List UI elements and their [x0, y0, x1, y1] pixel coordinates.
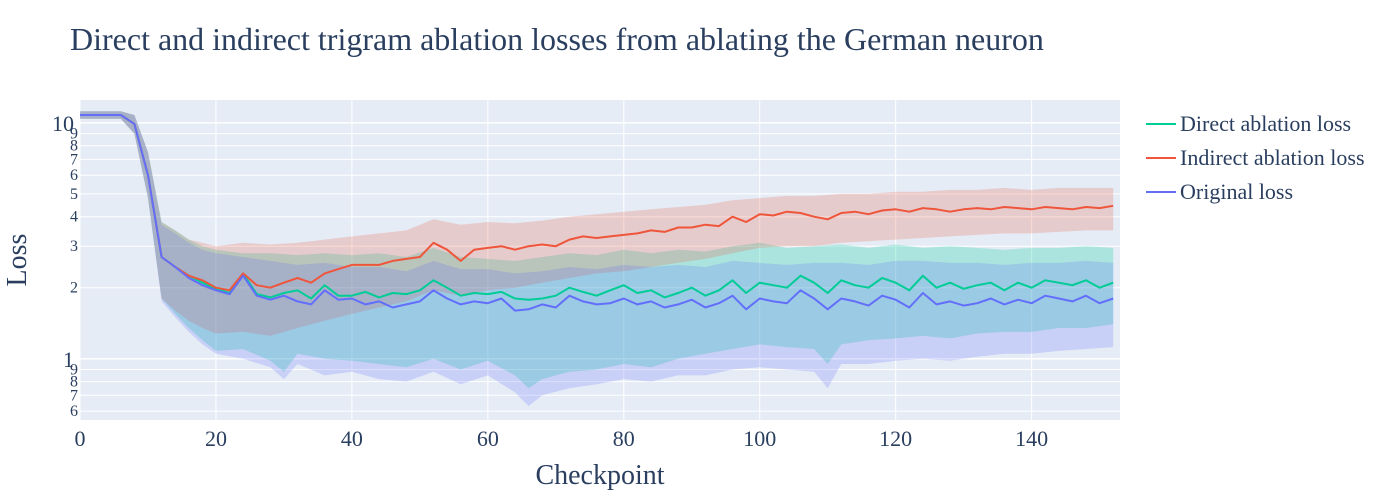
band-series-0 [80, 111, 1114, 389]
y-tick-label-minor: 7 [70, 387, 78, 404]
legend-item-2[interactable]: Original loss [1146, 179, 1293, 204]
legend-item-1[interactable]: Indirect ablation loss [1146, 145, 1365, 170]
legend-item-0[interactable]: Direct ablation loss [1146, 111, 1351, 136]
band-series-2 [80, 111, 1114, 407]
y-tick-label-minor: 6 [70, 167, 78, 184]
y-axis-title: Loss [2, 234, 33, 287]
legend-label: Original loss [1180, 179, 1293, 204]
band-series-1 [80, 111, 1114, 336]
y-tick-label-minor: 8 [70, 138, 78, 155]
y-tick-label: 1 [63, 347, 74, 372]
y-tick-label-minor: 6 [70, 403, 78, 420]
gridlines [79, 100, 1120, 420]
x-axis-ticks: 0 20 40 60 80 100 120 140 [75, 426, 1049, 451]
line-series-0 [80, 114, 1114, 301]
series-lines [80, 114, 1114, 312]
x-tick-label: 120 [879, 426, 912, 451]
y-tick-label-minor: 5 [70, 186, 78, 203]
legend-label: Indirect ablation loss [1180, 145, 1365, 170]
chart-title: Direct and indirect trigram ablation los… [70, 21, 1044, 57]
y-tick-label-minor: 9 [70, 362, 78, 379]
x-tick-label: 140 [1015, 426, 1048, 451]
y-tick-label-minor: 8 [70, 374, 78, 391]
legend[interactable]: Direct ablation loss Indirect ablation lo… [1146, 111, 1365, 204]
y-tick-label-minor: 7 [70, 151, 78, 168]
x-tick-label: 20 [205, 426, 227, 451]
plot-area [80, 100, 1120, 420]
y-tick-label-minor: 2 [70, 280, 78, 297]
x-tick-label: 0 [75, 426, 86, 451]
x-tick-label: 100 [743, 426, 776, 451]
x-tick-label: 80 [613, 426, 635, 451]
line-series-2 [80, 114, 1114, 312]
confidence-bands [80, 111, 1114, 407]
y-tick-label-minor: 4 [70, 209, 78, 226]
line-series-1 [80, 114, 1114, 292]
x-axis-title: Checkpoint [535, 460, 664, 491]
legend-label: Direct ablation loss [1180, 111, 1351, 136]
x-tick-label: 40 [341, 426, 363, 451]
y-tick-label: 10 [52, 111, 74, 136]
y-tick-label-minor: 3 [70, 238, 78, 255]
x-tick-label: 60 [477, 426, 499, 451]
y-tick-label-minor: 9 [70, 126, 78, 143]
